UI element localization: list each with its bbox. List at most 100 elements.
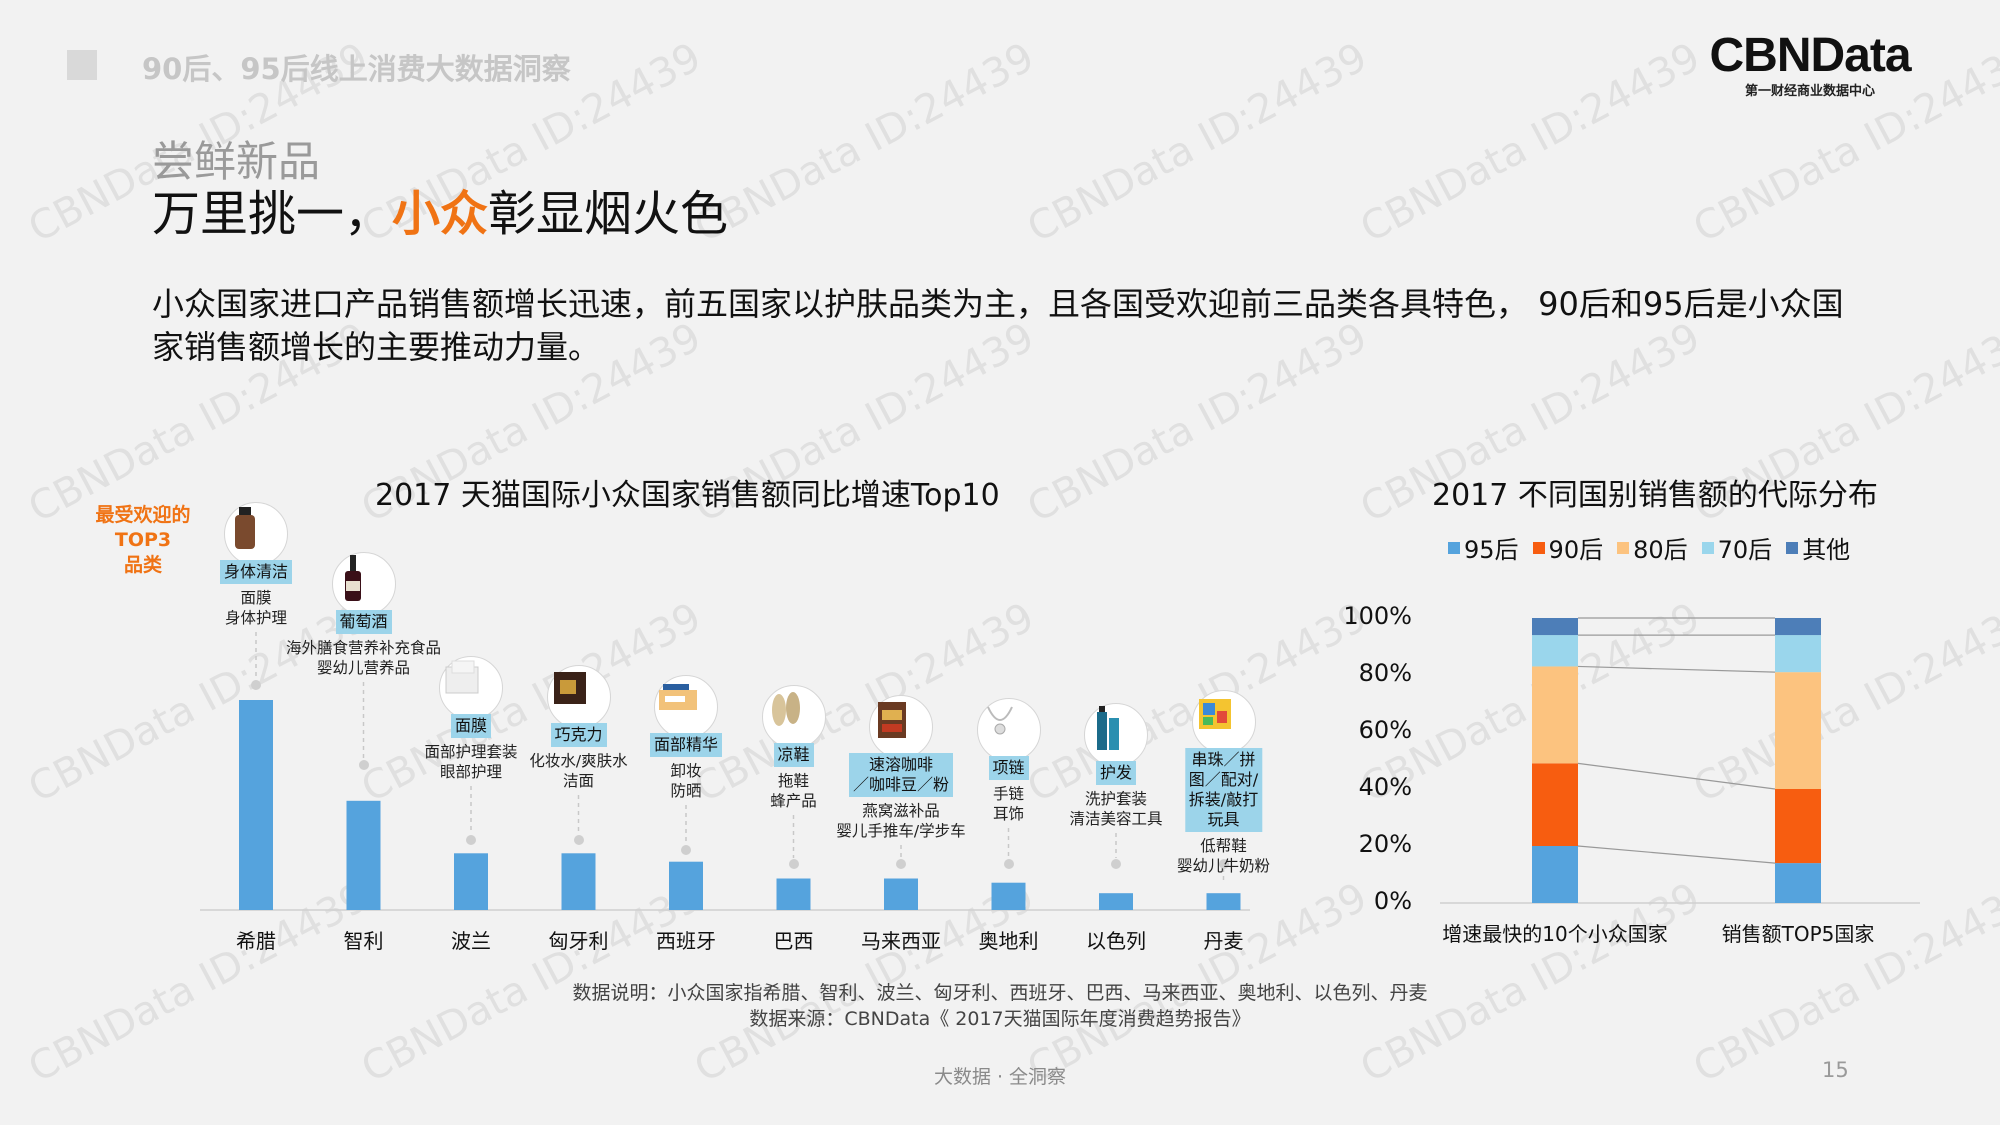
- top1-category-tag: 面膜: [450, 714, 492, 738]
- stack-segment-其他: [1532, 618, 1578, 636]
- serum-box-icon: [654, 675, 718, 739]
- cbndata-logo: CBNData 第一财经商业数据中心: [1700, 30, 1920, 100]
- stack-segment-其他: [1775, 618, 1821, 636]
- legend-swatch: [1617, 541, 1630, 554]
- coffee-pack-icon: [869, 695, 933, 759]
- top1-category-text: 串珠／拼: [1191, 750, 1256, 769]
- stack-segment-70后: [1532, 635, 1578, 667]
- stack-connector-line: [1577, 665, 1776, 673]
- y-tick-label: 100%: [1343, 602, 1412, 630]
- secondary-category-text: 防晒: [670, 782, 702, 800]
- bar-9: [1206, 893, 1241, 910]
- stack-segment-90后: [1775, 789, 1821, 864]
- category-dot: [1218, 859, 1229, 869]
- top3-label-line: 最受欢迎的: [95, 504, 191, 526]
- top2-3-categories: 洗护套装 清洁美容工具: [1069, 789, 1162, 829]
- top3-legend-label: 最受欢迎的 TOP3 品类: [88, 503, 198, 578]
- top1-category-tag: 面部精华: [649, 733, 723, 757]
- top1-category-text: 面部精华: [653, 735, 719, 754]
- stack-segment-70后: [1775, 635, 1821, 673]
- top2-3-categories: 化妆水/爽肤水 洁面: [529, 751, 627, 791]
- top1-category-tag: 项链: [988, 756, 1029, 780]
- legend-text: 95后: [1464, 536, 1519, 564]
- top2-3-categories: 低帮鞋 婴幼儿牛奶粉: [1177, 836, 1270, 876]
- headline-part1: 万里挑一，: [152, 186, 393, 242]
- necklace-icon: [976, 698, 1041, 762]
- category-dot: [466, 835, 476, 845]
- bar-category-label: 马来西亚: [861, 929, 941, 953]
- top1-category-tag: 串珠／拼 图／配对/拆装/敲打 玩具: [1184, 748, 1263, 832]
- secondary-category-text: 面膜: [240, 589, 272, 607]
- bar-category-label: 波兰: [451, 929, 491, 953]
- summary-text: 小众国家进口产品销售额增长迅速，前五国家以护肤品类为主，且各国受欢迎前三品类各具…: [152, 285, 1844, 366]
- legend-item: 其他: [1786, 530, 1850, 565]
- bar-6: [884, 878, 918, 910]
- top1-category-text: 速溶咖啡: [868, 755, 934, 774]
- secondary-category-text: 身体护理: [224, 609, 288, 627]
- report-title: 90后、95后线上消费大数据洞察: [142, 52, 571, 86]
- headline-part2: 彰显烟火色: [488, 186, 729, 242]
- headline-highlight: 小众: [392, 186, 489, 242]
- stacked-category-label: 销售额TOP5国家: [1721, 922, 1875, 946]
- top1-category-text: 项链: [992, 758, 1025, 777]
- legend-text: 70后: [1717, 536, 1773, 564]
- top2-3-categories: 面部护理套装 眼部护理: [424, 742, 517, 782]
- secondary-category-text: 洗护套装: [1084, 790, 1148, 808]
- data-source: 数据来源：CBNData《 2017天猫国际年度消费趋势报告》: [749, 1008, 1251, 1030]
- top1-category-text: 凉鞋: [777, 745, 810, 764]
- body-wash-bottle-icon: [224, 502, 288, 566]
- bar-2: [454, 853, 488, 910]
- top2-3-categories: 燕窝滋补品 婴儿手推车/学步车: [836, 801, 965, 841]
- footer-slogan: 大数据 · 全洞察: [933, 1066, 1067, 1088]
- top1-category-text: 面膜: [454, 716, 488, 735]
- top1-category-tag: 护发: [1095, 761, 1137, 785]
- bar-category-label: 匈牙利: [548, 929, 609, 953]
- stacked-category-label: 增速最快的10个小众国家: [1442, 922, 1668, 946]
- data-note: 数据说明：小众国家指希腊、智利、波兰、匈牙利、西班牙、巴西、马来西亚、奥地利、以…: [572, 982, 1428, 1004]
- top1-category-tag: 身体清洁: [219, 560, 293, 584]
- secondary-category-text: 拖鞋: [777, 772, 810, 790]
- bar-category-label: 奥地利: [978, 929, 1039, 953]
- top1-category-text: 葡萄酒: [339, 612, 388, 631]
- header-square-icon: [67, 50, 97, 80]
- top2-3-categories: 海外膳食营养补充食品 婴幼儿营养品: [286, 638, 441, 678]
- legend-item: 80后: [1617, 530, 1688, 565]
- stack-connector-line: [1577, 845, 1776, 864]
- secondary-category-text: 燕窝滋补品: [862, 802, 940, 820]
- bar-category-label: 巴西: [773, 929, 814, 953]
- secondary-category-text: 洁面: [562, 772, 595, 790]
- legend-item: 90后: [1532, 530, 1604, 565]
- top3-label-line: TOP3: [114, 529, 172, 551]
- legend-text: 80后: [1633, 536, 1688, 564]
- bar-7: [991, 882, 1026, 910]
- secondary-category-text: 眼部护理: [439, 763, 503, 781]
- bar-category-label: 智利: [343, 929, 384, 953]
- secondary-category-text: 婴幼儿营养品: [316, 659, 411, 677]
- category-dot: [896, 859, 906, 869]
- top2-3-categories: 面膜 身体护理: [225, 588, 287, 628]
- section-label: 尝鲜新品: [152, 137, 321, 186]
- top2-3-categories: 手链 耳饰: [993, 784, 1024, 824]
- legend-text: 其他: [1802, 536, 1851, 564]
- bar-category-label: 丹麦: [1203, 929, 1244, 953]
- secondary-category-text: 海外膳食营养补充食品: [285, 639, 442, 657]
- secondary-category-text: 卸妆: [670, 762, 702, 780]
- y-tick-label: 40%: [1358, 773, 1412, 801]
- page-number: 15: [1822, 1058, 1849, 1082]
- top2-3-categories: 卸妆 防晒: [670, 761, 701, 801]
- legend-swatch: [1532, 541, 1545, 554]
- top1-category-text: 护发: [1099, 763, 1133, 782]
- top1-category-text: 图／配对/: [1188, 770, 1259, 789]
- secondary-category-text: 化妆水/爽肤水: [529, 752, 628, 770]
- legend-text: 90后: [1548, 536, 1604, 564]
- legend-swatch: [1701, 541, 1714, 554]
- top1-category-text: ／咖啡豆／粉: [852, 775, 950, 794]
- toy-box-icon: [1191, 690, 1256, 754]
- y-tick-label: 20%: [1358, 830, 1412, 858]
- bar-0: [239, 700, 273, 910]
- y-tick-label: 80%: [1358, 659, 1412, 687]
- stack-segment-80后: [1775, 672, 1821, 789]
- top1-category-tag: 速溶咖啡 ／咖啡豆／粉: [848, 753, 954, 797]
- bar-3: [561, 853, 596, 910]
